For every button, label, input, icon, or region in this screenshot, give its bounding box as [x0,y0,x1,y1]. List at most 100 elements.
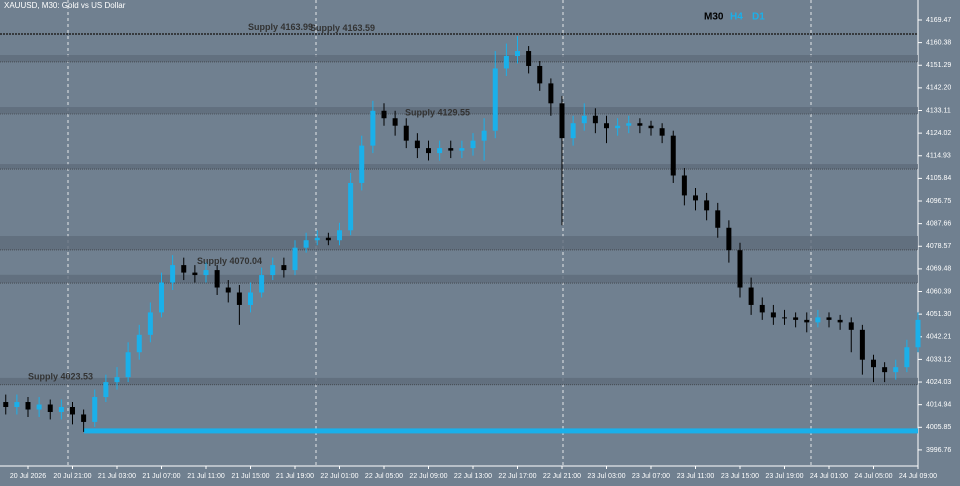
timeframe-button[interactable]: M30 [704,12,724,23]
x-tick-label: 24 Jul 01:00 [810,473,848,480]
candle-body [737,250,743,288]
supply-label: Supply 4129.55 [405,108,470,118]
candle-body [147,312,153,335]
x-tick-label: 20 Jul 21:00 [53,473,91,480]
candle-body [125,352,131,378]
candle-body [470,140,476,149]
candle-body [848,322,854,330]
x-tick-label: 23 Jul 07:00 [632,473,670,480]
candle-body [904,347,910,368]
x-tick-label: 23 Jul 19:00 [765,473,803,480]
candle-body [414,140,420,149]
candle-body [826,317,832,320]
candle-body [3,402,9,408]
timeframe-button[interactable]: D1 [752,12,765,23]
candle-body [81,414,87,422]
supply-zone [0,164,918,170]
candle-body [659,128,665,136]
candle-body [615,125,621,129]
x-tick-label: 23 Jul 03:00 [587,473,625,480]
candle-body [759,304,765,313]
candle-body [325,237,331,241]
candle-body [114,377,120,383]
candle-body [681,175,687,196]
y-tick-label: 4169.47 [926,17,951,24]
timeframe-button[interactable]: H4 [730,12,743,23]
y-tick-label: 4042.21 [926,334,951,341]
y-tick-label: 4005.85 [926,424,951,431]
y-tick-label: 4024.03 [926,379,951,386]
x-tick-label: 22 Jul 13:00 [454,473,492,480]
y-tick-label: 4124.02 [926,130,951,137]
candle-body [915,319,921,348]
candle-body [726,227,732,251]
candle-body [637,123,643,126]
candle-body [337,230,342,241]
x-tick-label: 21 Jul 19:00 [276,473,314,480]
x-tick-label: 24 Jul 09:00 [899,473,937,480]
x-tick-label: 24 Jul 05:00 [854,473,892,480]
candle-body [604,123,609,129]
x-tick-label: 21 Jul 11:00 [187,473,225,480]
candle-body [492,68,498,131]
y-tick-label: 4078.57 [926,243,951,250]
candle-body [882,367,888,373]
y-tick-label: 4087.66 [926,220,951,227]
candle-body [92,397,98,422]
candle-body [793,317,799,320]
candle-body [136,334,142,353]
supply-zone [0,235,918,250]
candle-body [14,402,20,408]
candle-body [804,319,810,323]
candle-body [214,270,220,288]
x-tick-label: 23 Jul 15:00 [721,473,759,480]
supply-zone [0,107,918,115]
candle-body [871,359,876,368]
x-tick-label: 20 Jul 2026 [10,473,46,480]
supply-label: Supply 4070.04 [197,256,262,266]
y-tick-label: 4142.20 [926,85,951,92]
supply-zone [0,274,918,284]
candle-body [281,265,287,271]
y-tick-label: 4105.84 [926,175,951,182]
candle-body [103,382,109,398]
candle-body [782,317,787,319]
candle-body [259,275,265,293]
candle-body [481,130,487,141]
candle-body [559,103,565,139]
supply-label: Supply 4023.53 [28,372,93,382]
candle-body [370,110,376,146]
candle-body [381,110,387,119]
candle-body [626,123,632,126]
candle-body [548,83,554,104]
candle-body [359,145,365,183]
x-tick-label: 21 Jul 03:00 [98,473,136,480]
supply-zone [0,377,918,385]
candle-body [192,272,198,276]
candle-body [448,148,454,151]
candle-body [648,125,654,129]
candle-body [670,135,676,176]
y-tick-label: 4160.38 [926,39,951,46]
candle-body [25,402,31,410]
candle-body [503,56,509,69]
candle-body [36,404,42,410]
x-tick-label: 22 Jul 09:00 [409,473,447,480]
candle-body [47,404,53,412]
candle-body [570,123,576,139]
y-tick-label: 4133.11 [926,107,951,114]
candle-body [426,148,431,154]
x-tick-label: 22 Jul 05:00 [365,473,403,480]
candle-body [170,265,176,283]
candle-body [693,195,698,201]
candle-body [203,270,209,276]
x-tick-label: 21 Jul 07:00 [142,473,180,480]
candle-body [159,282,164,313]
candle-body [270,265,276,276]
y-tick-label: 4069.48 [926,266,951,273]
candle-body [392,118,398,126]
candle-body [526,51,532,66]
y-tick-label: 4051.30 [926,311,951,318]
candle-body [515,51,520,57]
